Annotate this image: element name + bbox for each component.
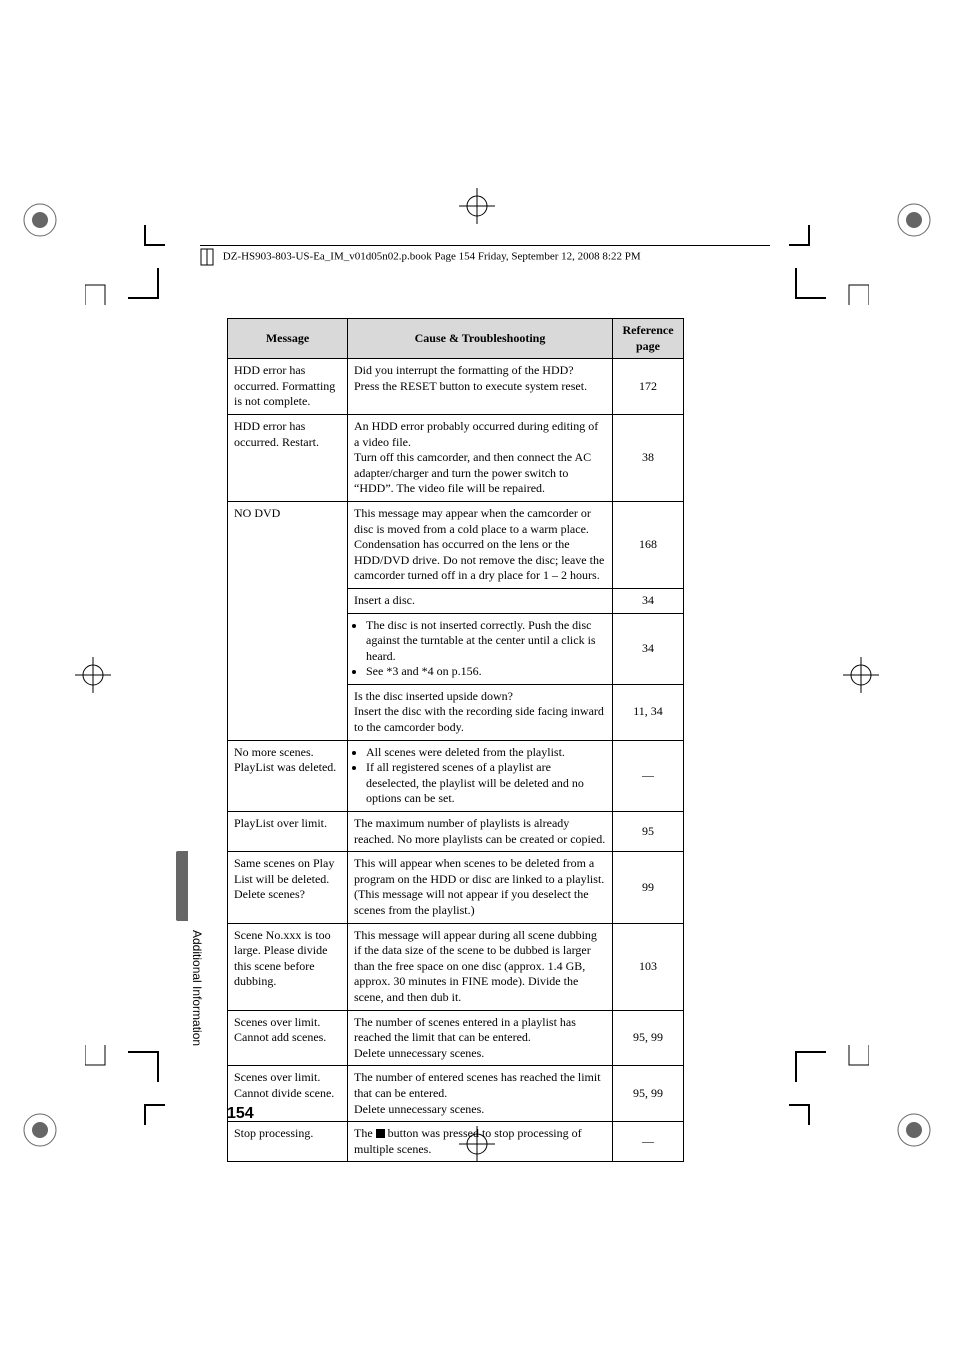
bullet-item: The disc is not inserted correctly. Push… [366, 618, 606, 665]
cell-cause: The number of scenes entered in a playli… [348, 1010, 613, 1066]
bullet-item: See *3 and *4 on p.156. [366, 664, 606, 680]
cell-cause: The button was pressed to stop processin… [348, 1122, 613, 1162]
table-row: Scenes over limit. Cannot divide scene.T… [228, 1066, 684, 1122]
cell-ref: 95, 99 [613, 1066, 684, 1122]
page-root: DZ-HS903-803-US-Ea_IM_v01d05n02.p.book P… [0, 0, 954, 1350]
cell-message: Scenes over limit. Cannot divide scene. [228, 1066, 348, 1122]
col-header-message: Message [228, 319, 348, 359]
cell-cause: Is the disc inserted upside down?Insert … [348, 684, 613, 740]
table-row: PlayList over limit.The maximum number o… [228, 812, 684, 852]
crop-cross-icon [459, 188, 495, 224]
cell-cause: The number of entered scenes has reached… [348, 1066, 613, 1122]
cell-ref: 38 [613, 414, 684, 501]
registration-mark-icon [20, 1110, 60, 1150]
content-area: Message Cause & Troubleshooting Referenc… [227, 318, 684, 1162]
table-row: Scene No.xxx is too large. Please divide… [228, 923, 684, 1010]
cell-cause: An HDD error probably occurred during ed… [348, 414, 613, 501]
table-row: HDD error has occurred. Restart.An HDD e… [228, 414, 684, 501]
cell-message: Same scenes on Play List will be deleted… [228, 852, 348, 923]
cell-message: HDD error has occurred. Formatting is no… [228, 359, 348, 415]
cell-cause: This message may appear when the camcord… [348, 501, 613, 588]
cell-cause: All scenes were deleted from the playlis… [348, 740, 613, 811]
crop-cross-icon [843, 657, 879, 693]
crop-cross-icon [75, 657, 111, 693]
crop-corner-icon [128, 268, 208, 348]
registration-mark-icon [894, 1110, 934, 1150]
troubleshooting-table: Message Cause & Troubleshooting Referenc… [227, 318, 684, 1162]
cell-ref: — [613, 740, 684, 811]
cell-message: Scenes over limit. Cannot add scenes. [228, 1010, 348, 1066]
cell-message: No more scenes. PlayList was deleted. [228, 740, 348, 811]
registration-mark-icon [894, 200, 934, 240]
cell-ref: 11, 34 [613, 684, 684, 740]
table-row: Same scenes on Play List will be deleted… [228, 852, 684, 923]
cell-cause: This message will appear during all scen… [348, 923, 613, 1010]
cell-cause: The disc is not inserted correctly. Push… [348, 613, 613, 684]
cell-ref: 95 [613, 812, 684, 852]
header-text: DZ-HS903-803-US-Ea_IM_v01d05n02.p.book P… [223, 251, 641, 263]
cell-ref: 34 [613, 613, 684, 684]
cell-ref: 103 [613, 923, 684, 1010]
crop-corner-icon [746, 268, 826, 348]
crop-corner-icon [746, 1002, 826, 1082]
cell-message: HDD error has occurred. Restart. [228, 414, 348, 501]
cell-message: NO DVD [228, 501, 348, 740]
table-row: NO DVDThis message may appear when the c… [228, 501, 684, 588]
table-row: Scenes over limit. Cannot add scenes.The… [228, 1010, 684, 1066]
table-row: Stop processing.The button was pressed t… [228, 1122, 684, 1162]
cell-ref: 99 [613, 852, 684, 923]
cell-message: PlayList over limit. [228, 812, 348, 852]
cell-cause: This will appear when scenes to be delet… [348, 852, 613, 923]
registration-mark-icon [20, 200, 60, 240]
bullet-item: All scenes were deleted from the playlis… [366, 745, 606, 761]
table-row: HDD error has occurred. Formatting is no… [228, 359, 684, 415]
table-row: No more scenes. PlayList was deleted. All… [228, 740, 684, 811]
col-header-cause: Cause & Troubleshooting [348, 319, 613, 359]
cell-ref: — [613, 1122, 684, 1162]
cell-ref: 168 [613, 501, 684, 588]
bullet-item: If all registered scenes of a playlist a… [366, 760, 606, 807]
cell-message: Stop processing. [228, 1122, 348, 1162]
cell-ref: 95, 99 [613, 1010, 684, 1066]
cell-cause: Insert a disc. [348, 588, 613, 613]
cell-cause: Did you interrupt the formatting of the … [348, 359, 613, 415]
cell-message: Scene No.xxx is too large. Please divide… [228, 923, 348, 1010]
side-label: Additional Information [190, 930, 204, 1046]
cell-cause: The maximum number of playlists is alrea… [348, 812, 613, 852]
header-line: DZ-HS903-803-US-Ea_IM_v01d05n02.p.book P… [200, 245, 770, 266]
cell-ref: 34 [613, 588, 684, 613]
book-icon [200, 248, 214, 266]
col-header-ref: Reference page [613, 319, 684, 359]
side-tab [176, 851, 188, 921]
cell-ref: 172 [613, 359, 684, 415]
stop-icon [376, 1129, 385, 1138]
